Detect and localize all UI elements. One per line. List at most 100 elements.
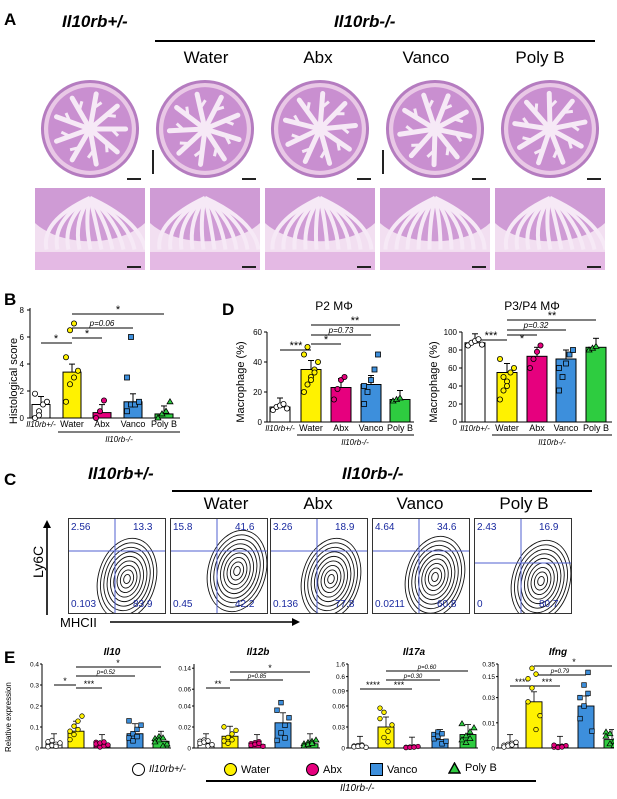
e-point xyxy=(260,743,266,749)
svg-text:4: 4 xyxy=(20,360,25,369)
flow-plot-abx: 3.26 18.9 0.136 77.8 xyxy=(270,518,368,614)
panel-d-p34-xcat-vanco: Vanco xyxy=(554,423,579,433)
quadrant-lower-right: 83.9 xyxy=(133,599,153,610)
svg-text:0.03: 0.03 xyxy=(332,725,345,732)
d-point xyxy=(361,383,367,389)
e-point xyxy=(533,671,539,677)
panel-a-letter: A xyxy=(4,10,17,29)
panel-c-header-abx: Abx xyxy=(303,494,333,513)
legend-vanco-marker xyxy=(370,763,383,776)
e-point xyxy=(130,738,136,744)
b-point xyxy=(36,412,43,419)
e-point xyxy=(71,731,77,738)
legend-vanco-label: Vanco xyxy=(387,763,418,776)
panel-c-y-arrow xyxy=(43,520,51,615)
e-point xyxy=(551,742,557,748)
d-point xyxy=(559,374,566,380)
e-point xyxy=(525,676,531,682)
d-point xyxy=(331,396,338,403)
legend-abx-marker xyxy=(306,763,319,776)
e-point xyxy=(126,735,132,741)
panel-d-p2-xcat-polyb: Poly B xyxy=(387,423,413,433)
b-point xyxy=(63,354,70,361)
panel-e-gene-il17a: Il17a xyxy=(403,647,426,658)
e-point xyxy=(229,731,235,737)
quadrant-lower-left: 0.45 xyxy=(173,599,193,610)
e-ifng-sig-3: p=0.79 xyxy=(550,669,570,675)
e-point xyxy=(134,726,140,733)
scale-bar xyxy=(357,178,371,180)
d-point xyxy=(526,365,533,372)
svg-text:2: 2 xyxy=(20,387,25,396)
e-point xyxy=(308,739,316,746)
e-point xyxy=(610,741,614,748)
panel-a-header-abx: Abx xyxy=(303,48,333,67)
panel-b-xcat-het: Il10rb+/- xyxy=(26,420,56,429)
panel-d-p34-xcat-polyb: Poly B xyxy=(583,423,609,433)
b-point xyxy=(166,398,174,405)
e-point xyxy=(229,737,235,743)
panel-b-letter: B xyxy=(4,290,17,309)
d-point xyxy=(280,401,287,408)
panel-d-p2-ko: Il10rb-/- xyxy=(341,438,369,447)
legend-ko-line xyxy=(206,780,536,782)
e-point xyxy=(470,724,478,731)
d-point xyxy=(566,351,573,358)
panel-b-sig-3: p=0.06 xyxy=(89,319,115,328)
e-point xyxy=(126,718,132,724)
svg-text:0.02: 0.02 xyxy=(178,725,191,732)
panel-b-xcat-polyb: Poly B xyxy=(151,419,177,429)
e-point xyxy=(256,740,262,746)
panel-d-p2-sig-4: ** xyxy=(351,315,360,327)
e-point xyxy=(105,742,111,748)
panel-b-xcat-abx: Abx xyxy=(94,419,110,429)
panel-d-p34-sig-2: * xyxy=(520,333,525,345)
panel-e-gene-ifng: Ifng xyxy=(549,647,567,658)
d-point xyxy=(361,401,367,407)
e-point xyxy=(529,665,535,671)
d-point xyxy=(301,389,308,396)
scale-bar xyxy=(127,178,141,180)
panel-e-charts: Il10 Il12b Il17a Ifng * p=0.52 *** * ** … xyxy=(30,647,614,753)
flow-plot-het: 2.56 13.3 0.103 83.9 xyxy=(68,518,166,614)
panel-b-chart: Histological score 0 2 4 6 8 Il10rb+/- Water… xyxy=(8,304,180,444)
e-point xyxy=(278,730,284,736)
svg-text:60: 60 xyxy=(448,364,457,373)
e-il12b-sig-1: ** xyxy=(214,679,222,689)
quadrant-upper-left: 3.26 xyxy=(273,522,293,533)
quadrant-upper-right: 16.9 xyxy=(539,522,559,533)
e-point xyxy=(585,669,591,676)
panel-e-letter: E xyxy=(4,648,16,667)
e-point xyxy=(577,694,583,701)
e-point xyxy=(71,723,77,729)
panel-b-ylabel: Histological score xyxy=(8,338,20,424)
e-point xyxy=(411,744,417,750)
panel-b-sig-2: * xyxy=(85,328,90,340)
e-point xyxy=(282,735,288,741)
b-point xyxy=(71,320,78,327)
e-point xyxy=(589,728,595,734)
d-bar-abx xyxy=(330,387,352,423)
quadrant-lower-right: 80.7 xyxy=(539,599,559,610)
quadrant-upper-left: 4.64 xyxy=(375,522,395,533)
b-point xyxy=(154,414,162,421)
e-point xyxy=(389,722,395,728)
d-point xyxy=(368,377,374,383)
e-point xyxy=(385,739,391,745)
d-point xyxy=(315,359,322,366)
d-point xyxy=(507,369,514,376)
panel-d-p2-sig-1: *** xyxy=(290,340,304,352)
e-point xyxy=(537,713,543,719)
scale-bar xyxy=(242,178,256,180)
e-point xyxy=(53,743,59,749)
svg-text:20: 20 xyxy=(448,400,457,409)
legend-abx: Abx xyxy=(306,763,342,776)
e-ifng-sig-1: **** xyxy=(515,677,530,687)
e-point xyxy=(585,690,591,697)
panel-d-p2-title: P2 MΦ xyxy=(315,299,353,313)
panel-c-header-water: Water xyxy=(203,494,249,513)
svg-text:1.6: 1.6 xyxy=(336,662,345,669)
panel-c-xlabel: MHCII xyxy=(60,615,97,630)
svg-text:0: 0 xyxy=(187,746,191,753)
svg-text:0: 0 xyxy=(453,418,458,427)
